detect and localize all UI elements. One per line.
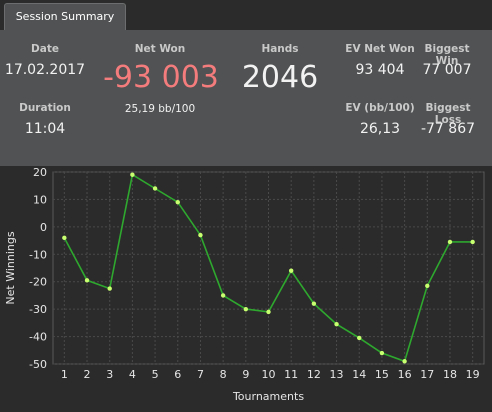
ev-net-won-value: 93 404 xyxy=(355,62,405,78)
x-tick-label: 16 xyxy=(398,368,412,381)
date-value: 17.02.2017 xyxy=(4,62,86,78)
hands-value: 2046 xyxy=(241,60,319,95)
x-tick-label: 7 xyxy=(197,368,204,381)
data-point xyxy=(175,199,180,205)
data-point xyxy=(130,172,135,177)
data-point xyxy=(220,293,226,298)
x-tick-label: 13 xyxy=(330,368,344,381)
bb-per-100-value: 25,19 bb/100 xyxy=(124,103,196,115)
duration-label: Duration xyxy=(19,102,71,114)
ev-net-won-label: EV Net Won xyxy=(345,43,415,55)
x-tick-label: 14 xyxy=(352,368,366,381)
ev-bb-label: EV (bb/100) xyxy=(345,102,415,114)
y-tick-labels: 20 10 0 -10 -20 -30 -40 -50 xyxy=(29,166,47,371)
x-tick-label: 1 xyxy=(61,368,68,381)
data-point xyxy=(152,186,158,191)
data-point xyxy=(402,359,407,364)
data-point xyxy=(62,235,67,241)
y-tick-label: -10 xyxy=(29,248,47,261)
data-point xyxy=(243,306,249,312)
y-tick-label: -30 xyxy=(29,303,47,316)
net-winnings-chart: 20 10 0 -10 -20 -30 -40 -50 1 2 3 4 5 6 7 8 9 10 11 12 13 14… xyxy=(0,166,492,408)
data-point xyxy=(357,335,362,341)
x-tick-label: 3 xyxy=(106,368,113,381)
data-point xyxy=(379,350,385,356)
hands-label: Hands xyxy=(261,43,299,55)
net-won-value: -93 003 xyxy=(103,60,219,95)
net-won-label: Net Won xyxy=(134,43,186,55)
biggest-loss-value: -77 867 xyxy=(420,121,476,137)
y-tick-label: -50 xyxy=(29,358,47,371)
x-tick-label: 9 xyxy=(242,368,249,381)
y-axis-label: Net Winnings xyxy=(4,231,17,304)
x-tick-label: 15 xyxy=(375,368,389,381)
y-tick-label: -40 xyxy=(29,331,47,344)
x-tick-label: 2 xyxy=(84,368,91,381)
y-tick-label: 20 xyxy=(33,166,47,179)
duration-value: 11:04 xyxy=(24,121,66,137)
y-tick-label: -20 xyxy=(29,276,47,289)
x-tick-label: 6 xyxy=(174,368,181,381)
x-axis-label: Tournaments xyxy=(232,390,304,403)
data-point xyxy=(447,239,453,245)
data-point xyxy=(107,286,112,291)
x-tick-label: 5 xyxy=(152,368,159,381)
x-tick-label: 4 xyxy=(129,368,136,381)
chart-grid xyxy=(52,171,485,365)
data-point xyxy=(470,239,475,245)
x-tick-label: 10 xyxy=(262,368,276,381)
biggest-win-value: 77 007 xyxy=(422,62,472,78)
biggest-win-label: Biggest Win xyxy=(424,43,470,67)
data-point xyxy=(334,322,339,327)
x-tick-label: 17 xyxy=(420,368,434,381)
data-point xyxy=(84,278,90,283)
data-point xyxy=(311,301,317,306)
series-points xyxy=(62,172,475,364)
tab-session-summary[interactable]: Session Summary xyxy=(4,3,126,30)
y-tick-label: 10 xyxy=(33,193,47,206)
y-tick-label: 0 xyxy=(40,221,47,234)
x-tick-label: 12 xyxy=(307,368,321,381)
x-tick-label: 11 xyxy=(284,368,298,381)
date-label: Date xyxy=(31,43,59,55)
data-point xyxy=(198,232,203,238)
x-tick-labels: 1 2 3 4 5 6 7 8 9 10 11 12 13 14 15 16 17 18 19 xyxy=(61,368,480,381)
x-tick-label: 19 xyxy=(466,368,480,381)
biggest-loss-label: Biggest Loss xyxy=(425,102,471,126)
ev-bb-value: 26,13 xyxy=(359,121,401,137)
x-tick-label: 18 xyxy=(443,368,457,381)
session-summary-panel: Date 17.02.2017 Duration 11:04 Net Won -… xyxy=(0,30,492,166)
x-tick-label: 8 xyxy=(220,368,227,381)
tab-bar: Session Summary xyxy=(0,0,492,30)
data-point xyxy=(266,309,271,315)
data-point xyxy=(288,268,294,273)
data-point xyxy=(425,283,430,289)
